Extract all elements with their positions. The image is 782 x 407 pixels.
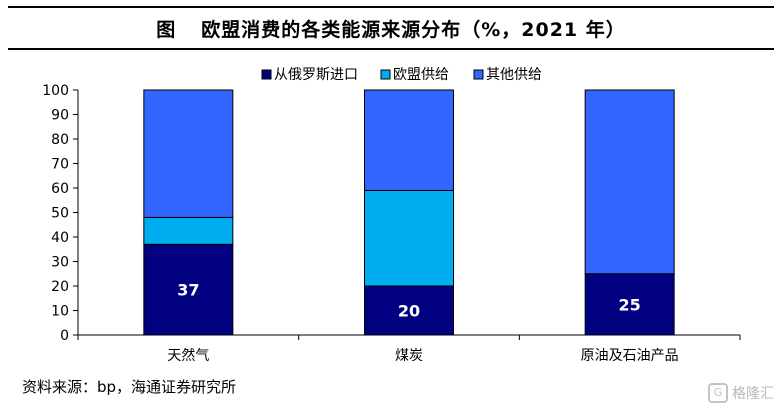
- legend-swatch: [473, 69, 484, 80]
- data-label: 25: [619, 295, 641, 314]
- y-tick-label: 20: [51, 279, 69, 295]
- y-tick-label: 40: [51, 230, 69, 246]
- source-note: 资料来源：bp，海通证券研究所: [22, 378, 237, 396]
- bar-segment: [143, 216, 234, 245]
- y-tick-label: 10: [51, 304, 69, 320]
- watermark-text: 格隆汇: [732, 386, 774, 402]
- bar-segment: [584, 273, 675, 336]
- figure-label: 图: [156, 18, 176, 41]
- y-tick-label: 70: [51, 157, 69, 173]
- y-tick-label: 60: [51, 181, 69, 197]
- legend-label: 其他供给: [486, 67, 542, 83]
- y-tick-label: 80: [51, 132, 69, 148]
- x-category-label: 天然气: [167, 347, 209, 364]
- x-category-label: 煤炭: [395, 348, 423, 364]
- legend-label: 从俄罗斯进口: [274, 67, 358, 83]
- legend-swatch: [380, 69, 391, 80]
- y-tick-label: 30: [51, 255, 69, 271]
- data-label: 20: [398, 302, 420, 321]
- title-bar: 图 欧盟消费的各类能源来源分布（%，2021 年）: [8, 6, 774, 50]
- bar-segment: [364, 285, 454, 336]
- bar-segment: [364, 189, 454, 287]
- bar-segment: [584, 89, 675, 275]
- y-tick-label: 50: [51, 206, 69, 222]
- chart-title: 欧盟消费的各类能源来源分布（%，2021 年）: [201, 18, 626, 41]
- bar-segment: [143, 243, 234, 336]
- y-tick-label: 0: [60, 328, 69, 344]
- data-label: 37: [177, 281, 199, 300]
- legend-label: 欧盟供给: [393, 67, 449, 83]
- x-category-label: 原油及石油产品: [581, 348, 679, 364]
- legend-swatch: [261, 69, 272, 80]
- y-tick-label: 100: [42, 83, 69, 99]
- bar-segment: [143, 89, 234, 218]
- y-tick-label: 90: [51, 108, 69, 124]
- watermark-logo-icon: G: [708, 383, 728, 403]
- watermark: G 格隆汇: [708, 383, 774, 403]
- stacked-bar-chart: 0 10 20 30 40 50 60 70 80 90 100 37 天然气 20 煤炭 25 原油及石油产品…: [42, 67, 741, 364]
- bar-segment: [364, 89, 454, 191]
